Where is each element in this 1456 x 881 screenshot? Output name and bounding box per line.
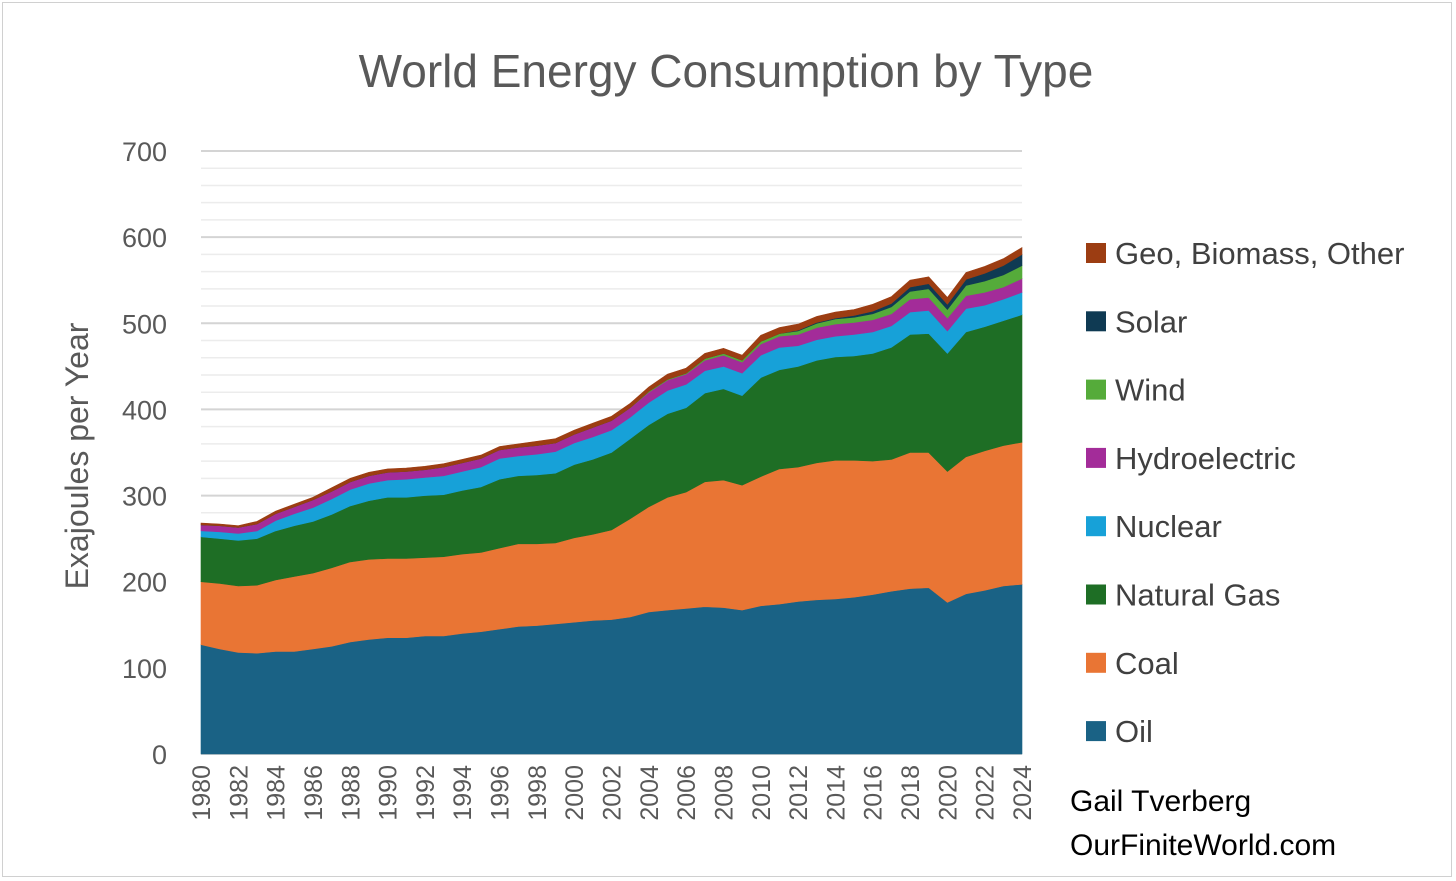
legend-item: Solar — [1086, 304, 1187, 339]
legend-swatch — [1086, 311, 1106, 332]
legend-item: Natural Gas — [1086, 578, 1280, 613]
x-tick-label: 2016 — [860, 765, 888, 821]
x-tick-label: 1990 — [375, 765, 403, 821]
x-tick-label: 1986 — [300, 765, 328, 821]
legend-label: Natural Gas — [1115, 578, 1280, 613]
y-tick-label: 100 — [122, 654, 167, 684]
x-tick-label: 2010 — [748, 765, 776, 821]
legend-swatch — [1086, 721, 1106, 742]
area-geo-biomass-other — [200, 246, 1023, 528]
legend-swatch — [1086, 447, 1106, 468]
x-tick-label: 1982 — [225, 765, 253, 821]
legend-swatch — [1086, 652, 1106, 673]
credit-author: Gail Tverberg — [1070, 785, 1251, 818]
y-axis-title: Exajoules per Year — [59, 322, 95, 589]
legend-swatch — [1086, 379, 1106, 400]
y-tick-label: 500 — [122, 309, 167, 339]
x-tick-label: 2024 — [1009, 765, 1037, 821]
y-axis-ticks: 0 100 200 300 400 500 600 700 — [122, 137, 167, 770]
legend-swatch — [1086, 516, 1106, 537]
x-tick-label: 1996 — [487, 765, 515, 821]
legend-label: Geo, Biomass, Other — [1115, 236, 1404, 271]
x-tick-label: 2012 — [785, 765, 813, 821]
legend-item: Hydroelectric — [1086, 441, 1296, 476]
legend-item: Geo, Biomass, Other — [1086, 236, 1404, 271]
legend-label: Solar — [1115, 304, 1187, 339]
x-tick-label: 2018 — [897, 765, 925, 821]
legend-item: Nuclear — [1086, 509, 1222, 544]
x-tick-label: 2000 — [561, 765, 589, 821]
x-tick-label: 1992 — [412, 765, 440, 821]
y-tick-label: 700 — [122, 137, 167, 167]
chart-title: World Energy Consumption by Type — [359, 45, 1094, 97]
legend-label: Hydroelectric — [1115, 441, 1296, 476]
x-tick-label: 2014 — [822, 765, 850, 821]
x-tick-label: 2020 — [934, 765, 962, 821]
x-tick-label: 2004 — [636, 765, 664, 821]
y-tick-label: 300 — [122, 482, 167, 512]
area-series-group — [200, 246, 1023, 755]
legend-label: Coal — [1115, 646, 1179, 681]
legend-label: Nuclear — [1115, 509, 1222, 544]
legend-item: Wind — [1086, 373, 1186, 408]
x-axis-ticks: 1980 1982 1984 1986 1988 1990 1992 1994 1996 1998… — [188, 765, 1037, 821]
legend-swatch — [1086, 243, 1106, 263]
legend-label: Wind — [1115, 373, 1186, 408]
y-tick-label: 400 — [122, 395, 167, 425]
legend: Geo, Biomass, Other Solar Wind Hydroelectri… — [1086, 236, 1404, 749]
x-tick-label: 1994 — [449, 765, 477, 821]
x-tick-label: 2006 — [673, 765, 701, 821]
x-tick-label: 1984 — [263, 765, 291, 821]
y-tick-label: 200 — [122, 568, 167, 598]
y-tick-label: 0 — [152, 740, 167, 770]
x-tick-label: 1998 — [524, 765, 552, 821]
x-tick-label: 1988 — [337, 765, 365, 821]
x-tick-label: 2002 — [599, 765, 627, 821]
x-tick-label: 1980 — [188, 765, 216, 821]
legend-swatch — [1086, 584, 1106, 605]
x-tick-label: 2008 — [711, 765, 739, 821]
legend-item: Oil — [1086, 714, 1153, 749]
legend-item: Coal — [1086, 646, 1179, 681]
legend-label: Oil — [1115, 714, 1153, 749]
x-tick-label: 2022 — [972, 765, 1000, 821]
credit-website: OurFiniteWorld.com — [1070, 829, 1336, 862]
y-tick-label: 600 — [122, 223, 167, 253]
chart-svg: World Energy Consumption by Type 0 100 200… — [59, 45, 1404, 862]
